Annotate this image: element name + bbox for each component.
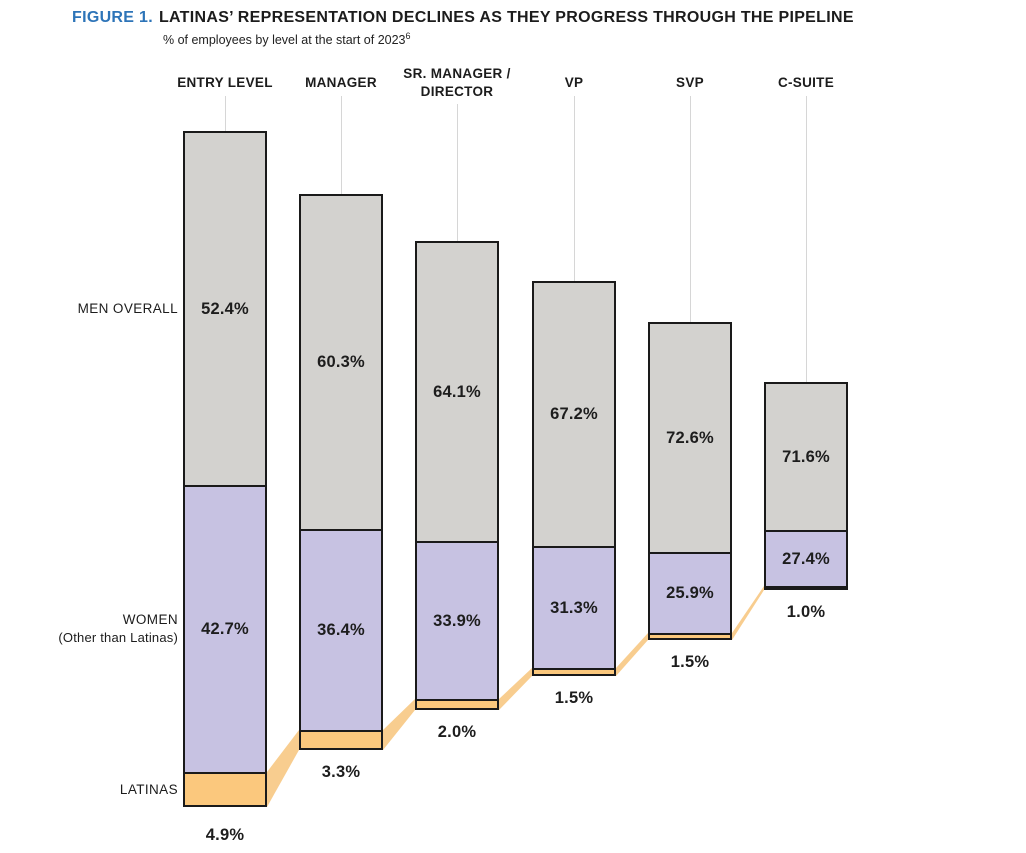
- segment-value-label: 71.6%: [782, 447, 830, 466]
- bar-segment-men: 52.4%: [185, 133, 265, 485]
- bar-segment-women: 36.4%: [301, 529, 381, 730]
- bar-4: 67.2% 31.3%: [532, 281, 616, 676]
- latinas-flow-band: [616, 633, 648, 676]
- bar-segment-women: 25.9%: [650, 552, 730, 633]
- latinas-flow-band: [732, 586, 764, 640]
- header-connector-line: [806, 96, 807, 382]
- bar-3: 64.1% 33.9%: [415, 241, 499, 710]
- bar-segment-women: 42.7%: [185, 485, 265, 772]
- column-header-manager: MANAGER: [305, 75, 377, 91]
- segment-value-label: 36.4%: [317, 621, 365, 639]
- row-label-line: WOMEN: [122, 611, 178, 627]
- bar-segment-men: 64.1%: [417, 243, 497, 541]
- segment-value-label: 25.9%: [666, 584, 714, 602]
- segment-value-label: 27.4%: [782, 549, 830, 568]
- row-label-line: (Other than Latinas): [58, 629, 178, 645]
- bar-segment-women: 31.3%: [534, 546, 614, 668]
- bar-segment-women: 33.9%: [417, 541, 497, 699]
- bar-1: 52.4% 42.7%: [183, 131, 267, 807]
- header-connector-line: [574, 96, 575, 281]
- row-label-line: LATINAS: [119, 781, 178, 797]
- bar-segment-men: 67.2%: [534, 283, 614, 546]
- row-label-men: MEN OVERALL: [78, 299, 178, 319]
- bar-segment-latinas: [417, 699, 497, 708]
- bar-segment-latinas: [301, 730, 381, 748]
- segment-value-label: 52.4%: [201, 299, 249, 318]
- column-header-vp: VP: [564, 75, 584, 91]
- segment-value-label: 72.6%: [666, 428, 714, 447]
- row-label-women: WOMEN (Other than Latinas): [58, 609, 178, 647]
- bar-segment-men: 72.6%: [650, 324, 730, 552]
- latinas-value-label: 1.5%: [554, 689, 594, 707]
- bar-segment-latinas: [185, 772, 265, 805]
- row-label-latinas: LATINAS: [120, 780, 178, 800]
- segment-value-label: 42.7%: [201, 620, 249, 638]
- figure-subtitle: % of employees by level at the start of …: [163, 30, 411, 47]
- bar-6: 71.6% 27.4%: [764, 382, 848, 590]
- segment-value-label: 67.2%: [550, 405, 598, 423]
- header-connector-line: [225, 96, 226, 131]
- bar-segment-latinas: [766, 586, 846, 588]
- bar-segment-men: 71.6%: [766, 384, 846, 530]
- bar-segment-women: 27.4%: [766, 530, 846, 586]
- bar-segment-men: 60.3%: [301, 196, 381, 529]
- segment-value-label: 64.1%: [433, 382, 481, 401]
- figure-title: LATINAS’ REPRESENTATION DECLINES AS THEY…: [158, 9, 854, 26]
- segment-value-label: 60.3%: [317, 353, 365, 371]
- latinas-flow-band: [499, 668, 532, 710]
- bar-segment-latinas: [534, 668, 614, 674]
- header-connector-line: [690, 96, 691, 322]
- column-header-svp: SVP: [676, 75, 704, 91]
- latinas-value-label: 2.0%: [437, 723, 477, 741]
- latinas-flow-band: [267, 730, 299, 807]
- column-header-sr-manager-director: SR. MANAGER / DIRECTOR: [403, 66, 511, 99]
- latinas-value-label: 1.0%: [786, 603, 826, 621]
- header-connector-line: [457, 104, 458, 241]
- latinas-flow-band: [383, 699, 415, 750]
- figure-number-label: FIGURE 1.: [72, 9, 153, 26]
- segment-value-label: 33.9%: [433, 611, 481, 630]
- header-connector-line: [341, 96, 342, 194]
- segment-value-label: 31.3%: [550, 598, 598, 617]
- bar-5: 72.6% 25.9%: [648, 322, 732, 640]
- bar-segment-latinas: [650, 633, 730, 638]
- footnote-marker: 6: [405, 30, 411, 41]
- bar-2: 60.3% 36.4%: [299, 194, 383, 750]
- latinas-value-label: 4.9%: [205, 826, 245, 844]
- latinas-value-label: 3.3%: [321, 763, 361, 781]
- latinas-value-label: 1.5%: [670, 653, 710, 671]
- column-header-c-suite: C-SUITE: [777, 75, 835, 91]
- figure-title-row: FIGURE 1. LATINAS’ REPRESENTATION DECLINE…: [72, 9, 1002, 27]
- row-label-line: MEN OVERALL: [77, 301, 178, 317]
- figure-subtitle-text: % of employees by level at the start of …: [163, 33, 406, 47]
- column-header-entry-level: ENTRY LEVEL: [177, 75, 273, 91]
